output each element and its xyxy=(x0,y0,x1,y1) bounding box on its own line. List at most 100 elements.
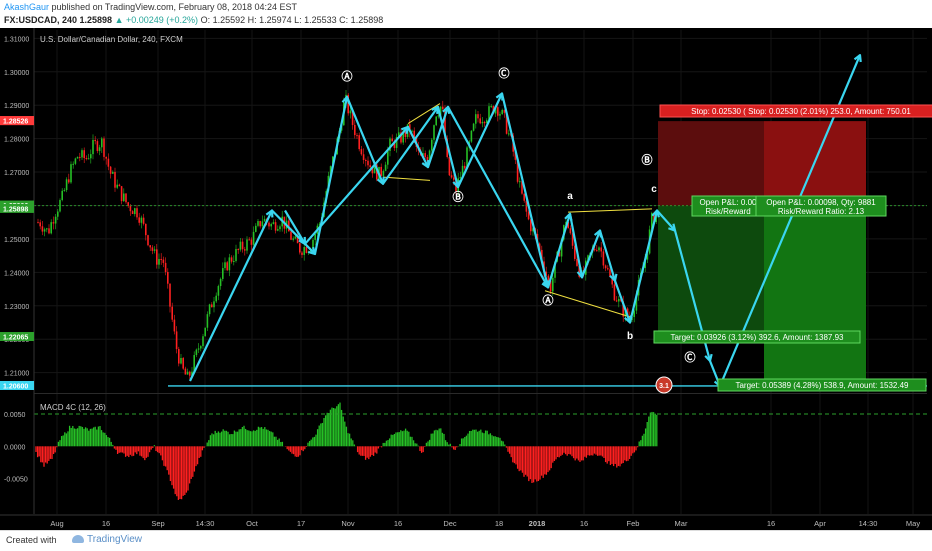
candle-body xyxy=(261,221,264,227)
candle-body xyxy=(470,130,473,142)
chart-header: AkashGaur published on TradingView.com, … xyxy=(0,0,932,28)
candle-body xyxy=(217,286,220,296)
trend-line xyxy=(407,103,441,125)
x-tick-label: Aug xyxy=(50,519,63,528)
y-tick-label: 1.23000 xyxy=(4,304,29,311)
candle-body xyxy=(472,123,475,131)
symbol-name[interactable]: FX:USDCAD, 240 xyxy=(4,15,78,25)
candle-body xyxy=(356,135,358,137)
candle-body xyxy=(48,228,50,234)
candle-body xyxy=(400,132,402,143)
wave-arrowhead xyxy=(651,209,660,218)
x-tick-label: 16 xyxy=(102,519,110,528)
target-label-1-text: Target: 0.03926 (3.12%) 392.6, Amount: 1… xyxy=(670,333,844,342)
candle-body xyxy=(596,250,598,252)
candle-body xyxy=(274,222,277,231)
price-tag-box xyxy=(0,332,34,342)
candle-body xyxy=(63,190,66,192)
candle-body xyxy=(433,125,435,140)
candle-body xyxy=(252,231,255,245)
candle-body xyxy=(222,268,224,279)
candle-body xyxy=(167,272,169,284)
candle-body xyxy=(255,225,257,232)
candle-body xyxy=(90,154,92,159)
candle-body xyxy=(156,249,158,265)
tradingview-logo[interactable]: TradingView xyxy=(72,534,142,545)
candle-body xyxy=(549,280,552,292)
candle-body xyxy=(618,298,620,302)
candle-body xyxy=(558,251,561,257)
wave-arrowhead xyxy=(704,353,713,363)
candle-body xyxy=(490,106,492,108)
candle-body xyxy=(76,156,79,159)
wave-label: a xyxy=(567,191,573,202)
candle-body xyxy=(197,348,200,350)
candle-body xyxy=(571,233,574,246)
candle-body xyxy=(175,331,178,350)
candle-body xyxy=(270,223,272,227)
candle-body xyxy=(127,202,129,206)
target-label-2-text: Target: 0.05389 (4.28%) 538.9, Amount: 1… xyxy=(735,381,909,390)
wave-label: c xyxy=(651,184,657,195)
x-tick-label: May xyxy=(906,519,920,528)
y-tick-label: 1.29000 xyxy=(4,103,29,110)
candle-body xyxy=(593,248,596,251)
candle-body xyxy=(116,184,118,188)
candle-body xyxy=(409,124,411,132)
pnl-label-left-text: Risk/Reward xyxy=(705,207,750,216)
trend-line xyxy=(382,176,431,181)
candle-body xyxy=(395,137,398,148)
candle-body xyxy=(224,262,226,269)
pnl-label-right-text: Risk/Reward Ratio: 2.13 xyxy=(778,207,865,216)
wave-arrowhead xyxy=(376,176,385,185)
candle-body xyxy=(479,118,481,124)
chart-canvas[interactable]: Ⓐ Ⓒ Ⓑ Ⓑ Ⓐ Ⓒa c b Stop: 0.02530 ( Stop: 0.02530 (… xyxy=(0,28,932,530)
candle-body xyxy=(442,106,444,110)
candle-body xyxy=(466,147,468,169)
wave-arrowhead xyxy=(452,180,461,189)
candle-body xyxy=(354,124,356,136)
price-tag-box xyxy=(0,380,34,390)
candle-body xyxy=(250,239,253,245)
stop-label-text: Stop: 0.02530 ( Stop: 0.02530 (2.01%) 25… xyxy=(691,107,911,116)
candle-body xyxy=(257,221,259,226)
candle-body xyxy=(525,200,528,212)
candle-body xyxy=(501,109,503,115)
candle-body xyxy=(552,277,554,292)
candle-body xyxy=(477,114,479,119)
candle-body xyxy=(609,269,611,277)
macd-y-tick-label: -0.0050 xyxy=(4,477,28,484)
x-tick-label: 16 xyxy=(394,519,402,528)
candle-body xyxy=(109,166,112,174)
candle-body xyxy=(50,222,52,234)
author-name[interactable]: AkashGaur xyxy=(4,2,50,12)
candle-body xyxy=(651,213,653,230)
candle-body xyxy=(208,304,211,315)
candle-body xyxy=(613,284,616,301)
candle-body xyxy=(505,112,508,134)
wave-arrowhead xyxy=(853,53,862,63)
y-tick-label: 1.28000 xyxy=(4,137,29,144)
candle-body xyxy=(105,156,107,159)
wave-label: b xyxy=(627,331,633,342)
candle-body xyxy=(318,223,321,226)
candle-body xyxy=(142,217,145,224)
candle-body xyxy=(444,109,446,139)
candle-body xyxy=(57,211,59,217)
chart-title: U.S. Dollar/Canadian Dollar, 240, FXCM xyxy=(40,35,183,44)
candle-body xyxy=(437,115,440,117)
wave-arrowhead xyxy=(495,92,504,101)
candle-body xyxy=(171,306,173,320)
candle-body xyxy=(384,164,387,171)
candle-body xyxy=(362,154,365,161)
candle-body xyxy=(41,226,44,232)
candle-body xyxy=(263,218,266,222)
price-tag-label: 1.25898 xyxy=(3,206,28,213)
wave-label: Ⓐ xyxy=(342,69,353,83)
candle-body xyxy=(173,319,176,332)
candle-body xyxy=(404,130,407,137)
candle-body xyxy=(567,222,569,229)
price-tag-label: 1.20600 xyxy=(3,383,28,390)
candle-body xyxy=(292,238,294,240)
